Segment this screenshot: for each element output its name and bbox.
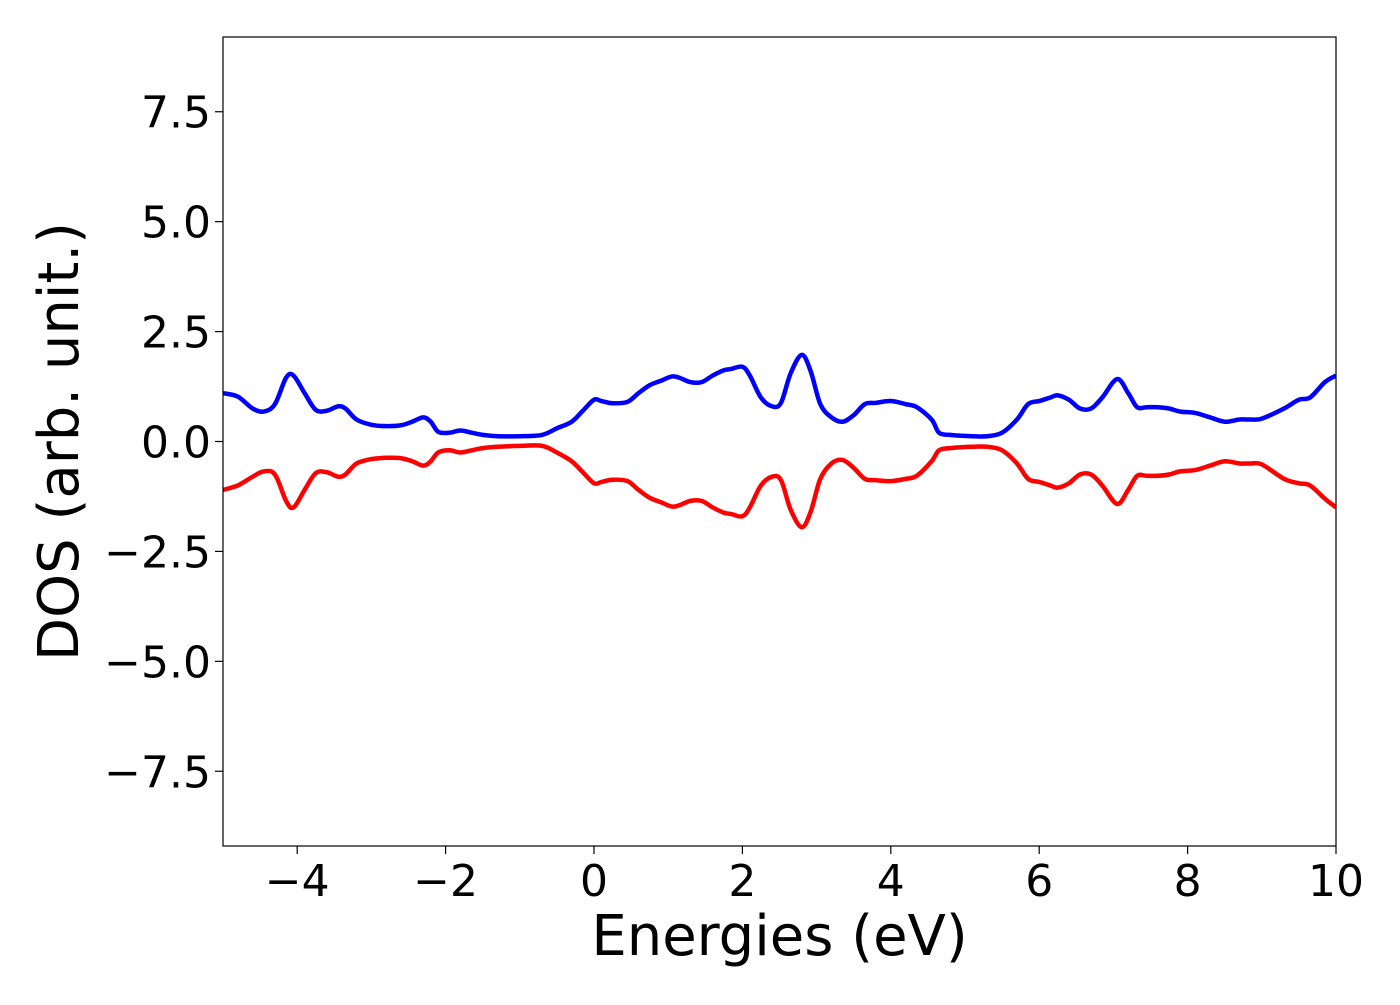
y-tick-label: −2.5 [104, 527, 211, 578]
y-tick-label: 0.0 [141, 418, 211, 469]
y-tick-label: 7.5 [141, 88, 211, 139]
y-tick-label: −5.0 [104, 637, 211, 688]
x-tick-label: 0 [580, 856, 608, 907]
y-tick-label: 2.5 [141, 308, 211, 359]
series-line-red [223, 443, 1336, 530]
x-tick-label: 6 [1025, 856, 1053, 907]
series-line-blue [223, 352, 1336, 439]
x-tick-label: −2 [413, 856, 478, 907]
x-tick-label: 4 [877, 856, 905, 907]
y-tick-label: 5.0 [141, 198, 211, 249]
x-tick-label: −4 [265, 856, 330, 907]
x-tick-label: 2 [728, 856, 756, 907]
x-axis-title: Energies (eV) [591, 904, 967, 969]
x-axis-ticks: −4 −2 0 2 4 6 8 10 [265, 846, 1364, 907]
y-axis-ticks: 7.5 5.0 2.5 0.0 −2.5 −5.0 −7.5 [104, 88, 223, 798]
x-tick-label: 8 [1174, 856, 1202, 907]
y-tick-label: −7.5 [104, 747, 211, 798]
plot-frame [222, 36, 1337, 847]
y-axis-title: DOS (arb. unit.) [27, 222, 92, 661]
x-tick-label: 10 [1308, 856, 1364, 907]
